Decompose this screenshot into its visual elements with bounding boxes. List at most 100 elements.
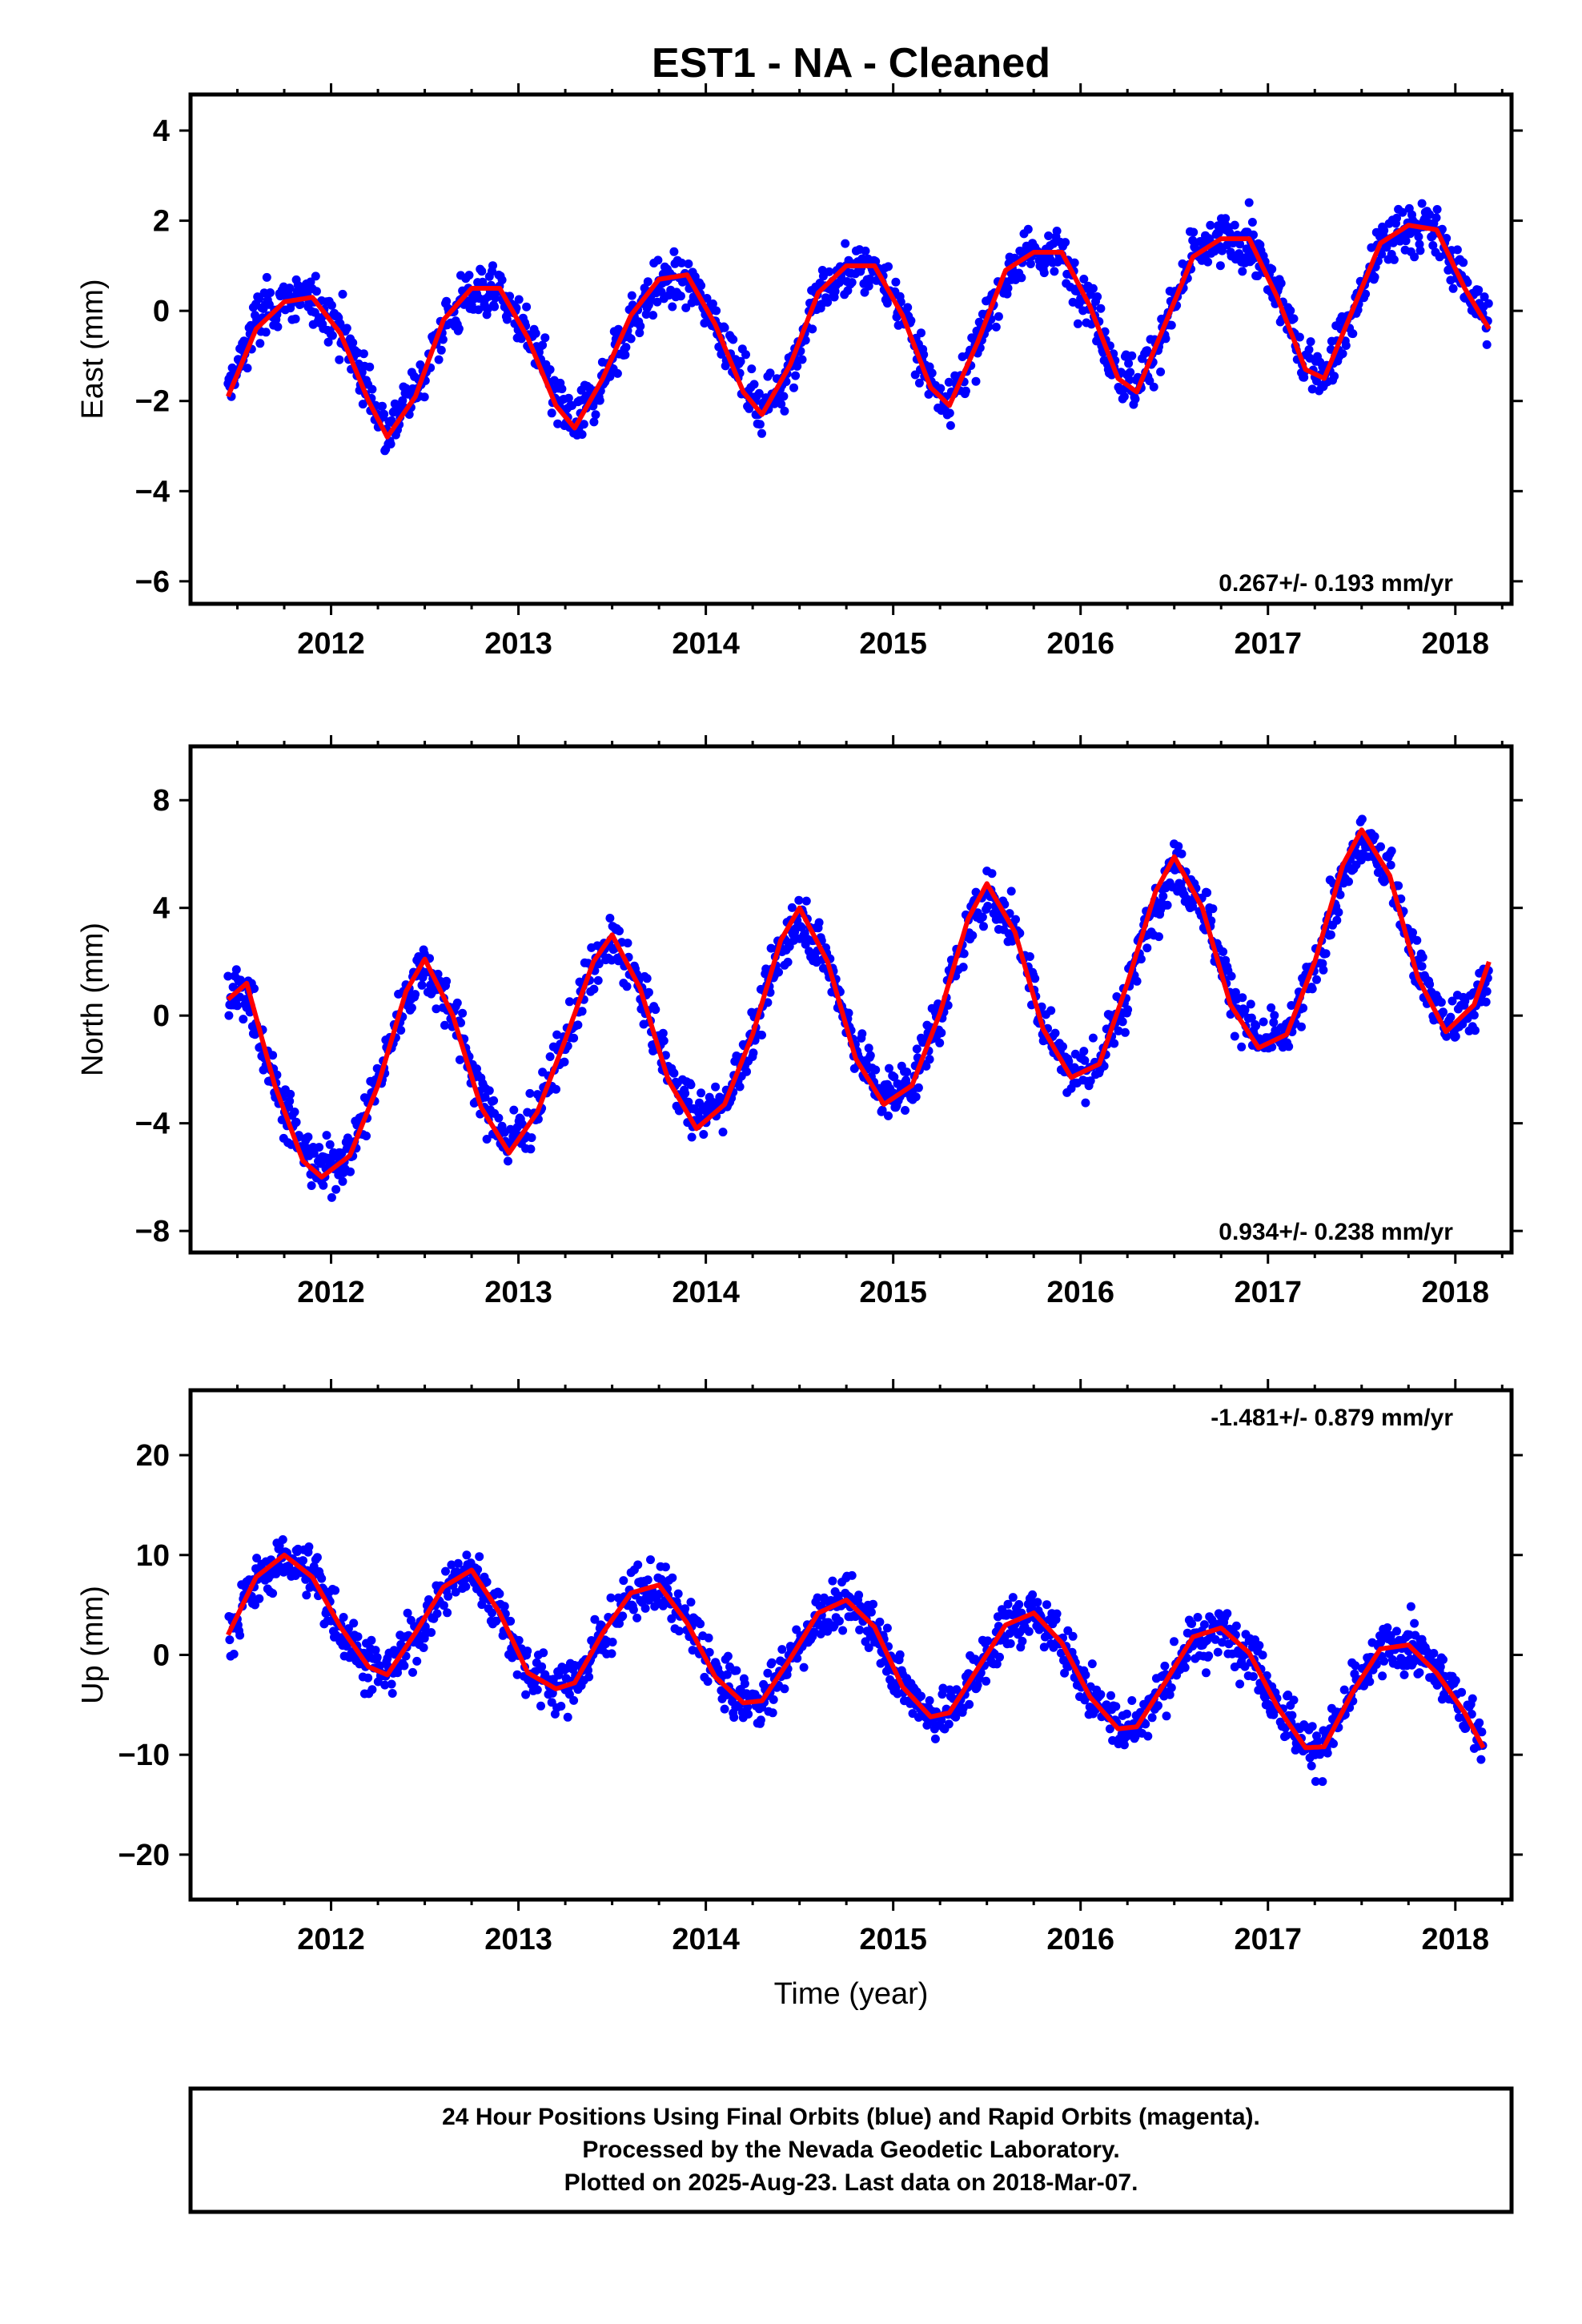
data-point — [398, 396, 408, 405]
data-point — [1096, 1690, 1106, 1699]
data-point — [1307, 1722, 1317, 1731]
data-point — [1202, 1668, 1211, 1678]
data-point — [866, 1607, 876, 1617]
data-point — [1469, 1011, 1479, 1020]
data-point — [439, 1601, 448, 1610]
data-point — [1096, 304, 1106, 313]
data-point — [434, 355, 444, 364]
data-point — [1119, 392, 1129, 401]
data-point — [564, 1690, 574, 1699]
data-point — [912, 1044, 921, 1054]
data-point — [315, 1143, 324, 1152]
x-tick-label: 2014 — [672, 627, 740, 661]
y-tick-label: 0 — [153, 295, 170, 328]
x-tick-label: 2015 — [859, 627, 927, 661]
data-point — [367, 1685, 377, 1695]
data-point — [1412, 935, 1422, 945]
data-point — [1477, 1727, 1487, 1737]
data-point — [937, 1715, 946, 1725]
data-point — [702, 294, 712, 303]
data-point — [1410, 252, 1419, 262]
x-tick-label: 2013 — [484, 627, 552, 661]
data-point — [924, 389, 934, 399]
data-point — [338, 289, 347, 299]
data-point — [978, 912, 987, 922]
data-point — [458, 1008, 468, 1018]
data-point — [1480, 292, 1489, 302]
data-point — [1132, 976, 1142, 986]
data-point — [1307, 984, 1317, 994]
data-point — [1006, 887, 1016, 896]
data-point — [1189, 227, 1199, 237]
data-point — [732, 1666, 741, 1675]
data-point — [451, 1587, 460, 1597]
data-point — [1088, 283, 1098, 293]
data-point — [749, 1048, 758, 1058]
data-point — [712, 306, 721, 316]
data-point — [1093, 292, 1102, 301]
x-tick-label: 2018 — [1422, 1923, 1490, 1956]
data-point — [945, 408, 954, 418]
data-point — [1297, 1022, 1306, 1031]
data-point — [1058, 1042, 1067, 1051]
data-point — [1244, 198, 1254, 207]
data-point — [1079, 275, 1089, 283]
data-point — [232, 1001, 242, 1011]
data-point — [919, 350, 929, 360]
data-point — [656, 287, 666, 296]
data-point — [696, 1619, 705, 1629]
data-point — [1439, 1655, 1447, 1664]
data-point — [995, 1652, 1004, 1662]
data-point — [1484, 299, 1493, 308]
x-tick-label: 2013 — [484, 1923, 552, 1956]
data-point — [1379, 226, 1389, 235]
data-point — [723, 1651, 733, 1661]
data-point — [749, 380, 759, 389]
data-point — [497, 275, 507, 285]
north-panel: 2012 2013 2014 2015 2016 2017 2018 −8 −4 0 4 8 North… — [76, 735, 1523, 1309]
data-point — [331, 1586, 340, 1595]
data-point — [704, 1633, 713, 1642]
data-point — [1124, 359, 1134, 368]
data-point — [502, 315, 512, 324]
data-point — [605, 372, 615, 381]
data-point — [1070, 258, 1079, 267]
data-point — [902, 1068, 912, 1077]
data-point — [1052, 1609, 1062, 1618]
data-point — [526, 1144, 536, 1154]
figure-title: EST1 - NA - Cleaned — [652, 40, 1050, 86]
data-point — [396, 1026, 406, 1035]
data-point — [882, 1623, 892, 1633]
data-point — [1166, 320, 1176, 330]
data-point — [1259, 1017, 1268, 1027]
data-point — [779, 392, 789, 401]
data-point — [1282, 1731, 1291, 1740]
data-point — [569, 1695, 579, 1705]
x-tick-label: 2017 — [1234, 1276, 1302, 1309]
data-point — [927, 368, 937, 378]
data-point — [306, 277, 315, 287]
data-point — [699, 1130, 709, 1139]
data-point — [1307, 384, 1317, 394]
data-point — [1219, 947, 1228, 956]
data-point — [1050, 267, 1059, 276]
data-point — [538, 340, 548, 350]
data-point — [1435, 1662, 1445, 1671]
data-point — [1247, 1013, 1256, 1023]
data-point — [729, 1713, 739, 1722]
data-point — [1414, 232, 1423, 242]
data-point — [903, 303, 913, 312]
data-point — [278, 1535, 287, 1544]
y-axis-label: Up (mm) — [76, 1586, 110, 1704]
data-point — [506, 1616, 516, 1626]
data-point — [1180, 1663, 1190, 1672]
data-point — [736, 356, 745, 366]
data-point — [1064, 1056, 1074, 1066]
data-point — [958, 963, 968, 972]
data-point — [643, 1575, 652, 1585]
x-axis-label: Time (year) — [774, 1977, 929, 2011]
data-point — [1208, 904, 1218, 914]
data-point — [286, 1089, 295, 1099]
data-point — [1461, 1723, 1471, 1733]
